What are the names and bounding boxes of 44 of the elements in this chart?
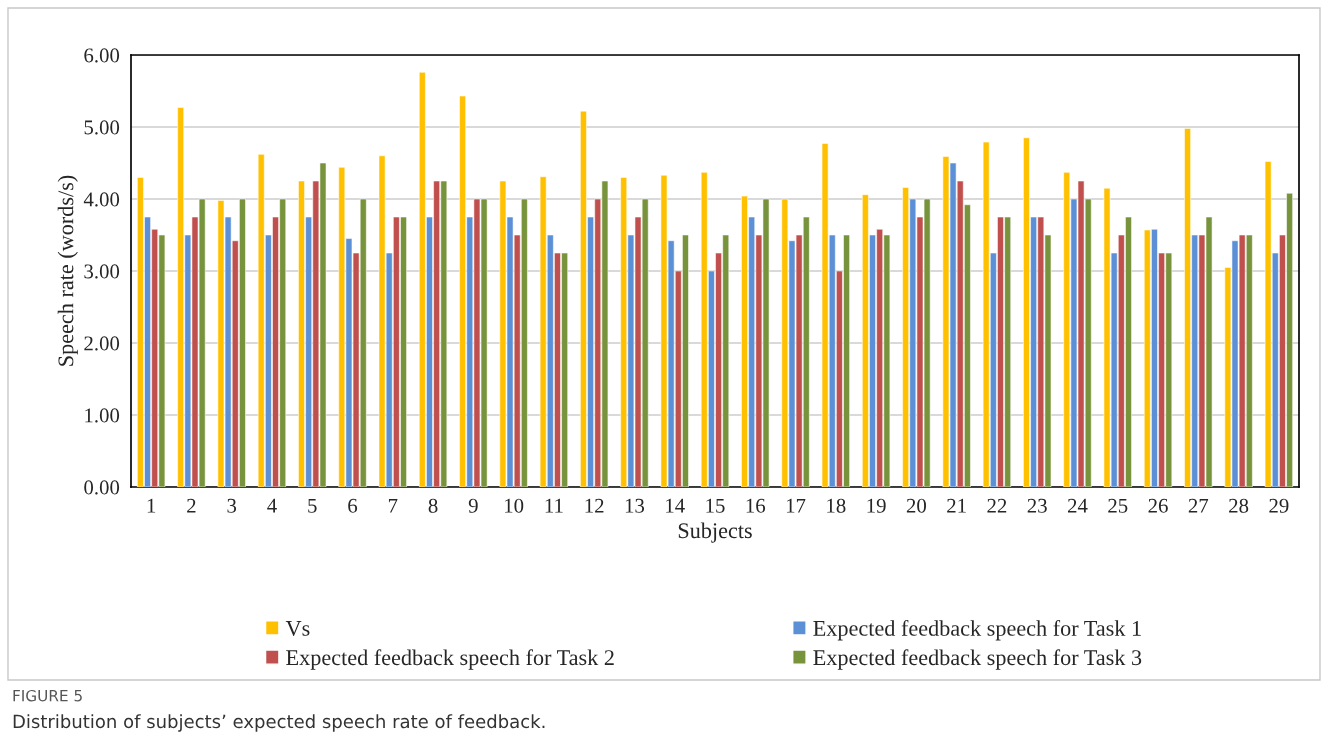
x-tick-label: 26 xyxy=(1148,498,1168,513)
legend-label: Expected feedback speech for Task 3 xyxy=(813,649,1142,670)
x-tick-label: 28 xyxy=(1229,498,1249,513)
y-tick-label: 4.00 xyxy=(83,192,120,207)
x-tick-label: 6 xyxy=(348,498,358,513)
x-tick-label: 13 xyxy=(625,498,645,513)
x-tick-label: 9 xyxy=(468,498,478,513)
x-tick-label: 24 xyxy=(1067,498,1088,513)
y-tick-label: 3.00 xyxy=(84,264,120,279)
x-tick-label: 23 xyxy=(1027,498,1047,513)
y-tick-label: 5.00 xyxy=(84,120,120,135)
x-tick-label: 1 xyxy=(147,498,156,513)
x-tick-label: 18 xyxy=(827,498,846,513)
x-axis-title: Subjects xyxy=(678,522,752,543)
legend-label: Expected feedback speech for Task 1 xyxy=(813,620,1141,641)
y-tick-label: 0.00 xyxy=(84,480,120,495)
x-tick-label: 11 xyxy=(545,498,563,513)
x-tick-label: 15 xyxy=(706,498,725,513)
x-tick-label: 25 xyxy=(1108,498,1128,513)
x-tick-label: 5 xyxy=(308,498,317,513)
y-tick-label: 1.00 xyxy=(85,408,120,423)
x-tick-label: 14 xyxy=(666,498,685,513)
x-tick-label: 20 xyxy=(906,498,926,513)
x-tick-label: 16 xyxy=(746,498,766,513)
x-tick-label: 7 xyxy=(388,498,398,513)
x-tick-label: 19 xyxy=(867,498,886,513)
x-tick-label: 10 xyxy=(505,498,524,513)
x-tick-label: 2 xyxy=(187,498,196,513)
x-tick-label: 17 xyxy=(786,498,806,513)
x-tick-label: 22 xyxy=(987,498,1007,513)
caption: FIGURE 5 xyxy=(13,689,82,702)
x-tick-label: 4 xyxy=(267,498,277,513)
y-tick-label: 6.00 xyxy=(84,48,120,63)
x-tick-label: 21 xyxy=(947,498,966,513)
x-tick-label: 3 xyxy=(227,498,237,513)
x-tick-label: 27 xyxy=(1188,498,1209,513)
x-tick-label: 29 xyxy=(1269,498,1289,513)
y-axis-title: Speech rate (words/s) xyxy=(57,175,78,366)
legend-label: Vs xyxy=(285,621,310,636)
legend-label: Expected feedback speech for Task 2 xyxy=(286,649,614,670)
text: Distribution of subjects’ expected speech rate of feedback. xyxy=(13,714,545,732)
y-tick-label: 2.00 xyxy=(84,336,120,351)
x-tick-label: 12 xyxy=(585,498,604,513)
x-tick-label: 8 xyxy=(428,498,438,513)
